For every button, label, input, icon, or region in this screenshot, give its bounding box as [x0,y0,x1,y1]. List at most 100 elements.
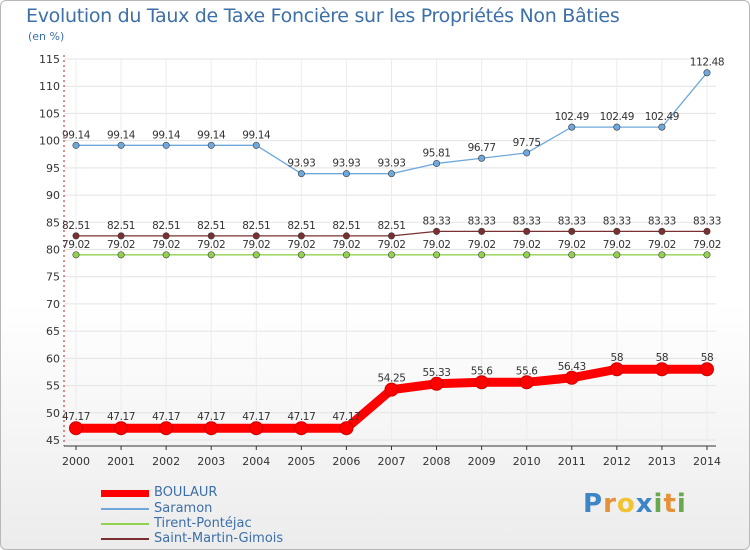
logo-letter: i [653,489,664,519]
data-label: 79.02 [107,239,135,251]
data-point [297,232,305,240]
y-tick-label: 50 [46,407,60,420]
data-label: 83.33 [558,215,586,227]
data-point [117,232,125,240]
data-label: 83.33 [513,215,541,227]
data-label: 58 [701,352,714,364]
data-point [478,154,486,162]
data-label: 55.33 [423,367,451,379]
x-tick-label: 2003 [197,455,225,468]
data-point [342,170,350,178]
data-point [568,251,576,259]
x-tick-label: 2004 [242,455,270,468]
data-point [207,141,215,149]
y-tick-label: 90 [46,189,60,202]
data-label: 58 [611,352,624,364]
legend-label-boulaur: BOULAUR [154,485,218,500]
data-label: 82.51 [332,220,360,232]
data-point [297,170,305,178]
data-label: 47.17 [332,411,360,423]
data-label: 79.02 [377,239,405,251]
data-label: 79.02 [242,239,270,251]
data-point [117,251,125,259]
data-point [294,421,309,436]
data-point [69,421,83,436]
data-label: 79.02 [287,239,315,251]
logo-letter: t [663,489,677,519]
data-point [703,251,711,259]
data-point [433,159,441,167]
x-tick-label: 2011 [558,455,586,468]
data-point [159,421,174,436]
y-tick-label: 85 [46,216,60,229]
data-point [72,232,80,240]
data-point [564,370,579,385]
data-label: 83.33 [468,215,496,227]
x-tick-label: 2012 [603,455,631,468]
data-label: 56.43 [558,361,586,373]
data-label: 79.02 [648,239,676,251]
data-point [613,123,621,131]
y-tick-label: 55 [46,380,60,393]
legend-swatch-tirent-pontejac [101,523,149,525]
data-point [387,251,395,259]
data-label: 83.33 [423,215,451,227]
logo-letter: P [583,489,604,519]
data-label: 79.02 [332,239,360,251]
data-label: 102.49 [555,111,589,123]
data-point [342,251,350,259]
data-point [252,251,260,259]
x-tick-label: 2007 [377,455,405,468]
data-label: 82.51 [377,220,405,232]
data-label: 79.02 [513,239,541,251]
data-label: 47.17 [62,411,90,423]
data-label: 47.17 [242,411,270,423]
data-point [433,251,441,259]
data-point [523,251,531,259]
data-label: 99.14 [242,129,271,141]
y-tick-label: 70 [46,298,60,311]
data-point [72,251,80,259]
data-point [114,421,129,436]
y-tick-label: 105 [39,107,60,120]
data-point [162,251,170,259]
data-label: 99.14 [152,129,181,141]
data-label: 79.02 [693,239,721,251]
data-point [252,232,260,240]
y-axis-unit: (en %) [28,30,65,43]
data-point [117,141,125,149]
data-label: 55.6 [516,365,538,377]
data-label: 79.02 [152,239,180,251]
data-label: 58 [656,352,669,364]
x-tick-label: 2008 [423,455,451,468]
x-tick-label: 2013 [648,455,676,468]
data-label: 47.17 [287,411,315,423]
y-tick-label: 60 [46,352,60,365]
data-point [207,232,215,240]
x-tick-label: 2000 [62,455,90,468]
x-tick-label: 2005 [287,455,315,468]
data-label: 102.49 [645,111,679,123]
data-point [387,232,395,240]
legend-swatch-boulaur [101,490,149,497]
data-point [249,421,264,436]
data-label: 99.14 [62,129,91,141]
data-point [72,141,80,149]
data-point [478,251,486,259]
data-label: 99.14 [197,129,226,141]
legend-label-saint-martin-gimois: Saint-Martin-Gimois [154,531,284,546]
y-tick-label: 95 [46,162,60,175]
data-point [613,251,621,259]
data-point [658,227,666,235]
data-point [433,227,441,235]
data-label: 82.51 [287,220,315,232]
data-point [658,123,666,131]
x-tick-label: 2006 [332,455,360,468]
x-tick-label: 2014 [693,455,721,468]
data-label: 79.02 [423,239,451,251]
data-point [523,227,531,235]
data-label: 79.02 [197,239,225,251]
legend-label-saramon: Saramon [154,501,213,516]
y-tick-label: 75 [46,271,60,284]
